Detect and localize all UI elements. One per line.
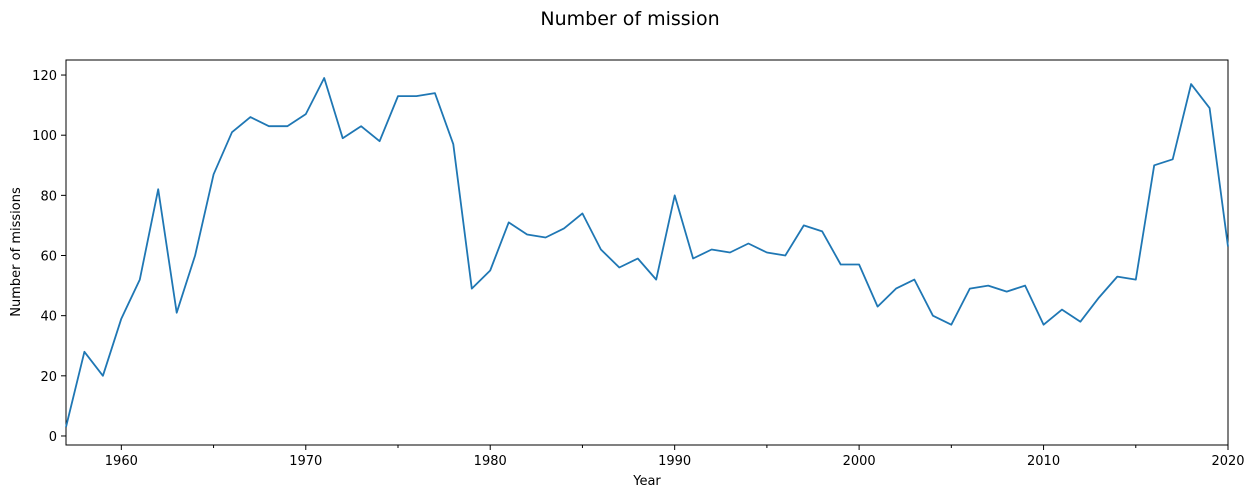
x-tick-label: 2000 [843, 454, 876, 469]
x-tick-label: 2010 [1027, 454, 1060, 469]
series-line [65, 77, 1229, 428]
y-tick-label: 120 [32, 69, 57, 84]
plot-area: 1960 1970 1980 1990 2000 2010 2020 0 20 40 60 80 10… [32, 59, 1245, 469]
x-tick-label: 2020 [1211, 454, 1244, 469]
y-tick-label: 100 [32, 129, 57, 144]
chart-title: Number of mission [540, 8, 719, 30]
x-axis-label: Year [632, 474, 661, 489]
plot-frame [65, 59, 1229, 446]
y-tick-label: 40 [40, 310, 57, 325]
x-tick-label: 1980 [474, 454, 507, 469]
x-axis: 1960 1970 1980 1990 2000 2010 2020 [105, 445, 1245, 469]
y-tick-label: 80 [40, 189, 57, 204]
y-tick-label: 60 [40, 250, 57, 265]
y-tick-label: 0 [49, 430, 57, 445]
y-axis: 0 20 40 60 80 100 120 [32, 69, 66, 445]
x-tick-label: 1960 [105, 454, 138, 469]
y-tick-label: 20 [40, 370, 57, 385]
y-axis-label: Number of missions [9, 187, 24, 317]
x-tick-label: 1970 [289, 454, 322, 469]
x-tick-label: 1990 [658, 454, 691, 469]
